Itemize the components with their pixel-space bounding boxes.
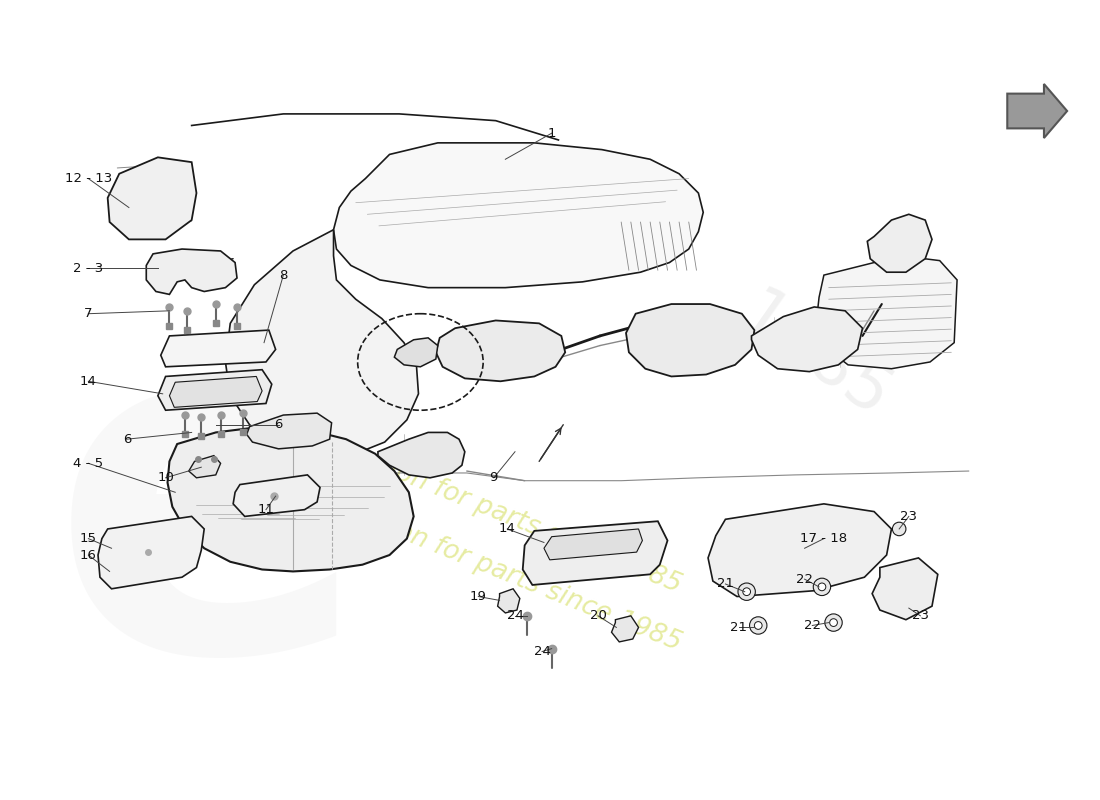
Text: 21: 21: [717, 578, 734, 590]
Polygon shape: [108, 158, 197, 239]
Text: 6: 6: [123, 433, 131, 446]
Text: 1: 1: [548, 126, 556, 140]
Polygon shape: [233, 475, 320, 517]
Polygon shape: [169, 377, 262, 407]
Text: 22: 22: [796, 573, 813, 586]
Text: 19: 19: [470, 590, 487, 603]
Polygon shape: [161, 330, 276, 366]
Circle shape: [742, 588, 750, 595]
Circle shape: [818, 583, 826, 590]
Polygon shape: [612, 616, 639, 642]
Polygon shape: [98, 517, 205, 589]
Polygon shape: [751, 307, 862, 372]
Polygon shape: [226, 230, 418, 455]
Polygon shape: [544, 529, 642, 560]
Text: 6: 6: [274, 418, 283, 431]
Polygon shape: [497, 589, 520, 613]
Polygon shape: [867, 214, 932, 272]
Polygon shape: [333, 143, 703, 288]
Text: 2 - 3: 2 - 3: [74, 262, 103, 275]
Text: 14: 14: [498, 522, 516, 535]
Circle shape: [829, 618, 837, 626]
Text: 14: 14: [80, 374, 97, 388]
Polygon shape: [378, 433, 465, 478]
Text: e: e: [51, 294, 371, 750]
Circle shape: [825, 614, 843, 631]
Polygon shape: [872, 558, 938, 620]
Circle shape: [892, 522, 906, 536]
Text: 24: 24: [507, 610, 524, 622]
Text: 16: 16: [80, 549, 97, 562]
Polygon shape: [246, 413, 331, 449]
Text: 11: 11: [257, 503, 275, 516]
Text: 17 - 18: 17 - 18: [801, 532, 847, 545]
Text: 7: 7: [84, 307, 92, 320]
Polygon shape: [816, 256, 957, 369]
Polygon shape: [167, 426, 414, 571]
Polygon shape: [1008, 84, 1067, 138]
Text: 10: 10: [157, 471, 174, 484]
Polygon shape: [189, 455, 221, 478]
Polygon shape: [436, 321, 565, 382]
Text: 4 - 5: 4 - 5: [74, 457, 103, 470]
Polygon shape: [522, 522, 668, 585]
Text: 22: 22: [804, 619, 821, 632]
Text: 23: 23: [912, 610, 928, 622]
Polygon shape: [146, 249, 236, 294]
Text: a passion for parts since 1985: a passion for parts since 1985: [306, 483, 685, 656]
Text: 15: 15: [80, 532, 97, 545]
Text: 21: 21: [730, 621, 747, 634]
Text: 20: 20: [590, 610, 606, 622]
Polygon shape: [394, 338, 438, 366]
Text: 12 - 13: 12 - 13: [65, 172, 112, 185]
Text: 23: 23: [900, 510, 917, 523]
Polygon shape: [626, 304, 755, 377]
Text: 8: 8: [279, 269, 287, 282]
Circle shape: [749, 617, 767, 634]
Text: 1985: 1985: [726, 282, 903, 433]
Text: 24: 24: [534, 645, 550, 658]
Polygon shape: [708, 504, 891, 597]
Text: 9: 9: [490, 471, 498, 484]
Circle shape: [813, 578, 830, 595]
Text: a passion for parts since 1985: a passion for parts since 1985: [306, 425, 685, 598]
Circle shape: [755, 622, 762, 630]
Polygon shape: [158, 370, 272, 410]
Circle shape: [738, 583, 756, 600]
